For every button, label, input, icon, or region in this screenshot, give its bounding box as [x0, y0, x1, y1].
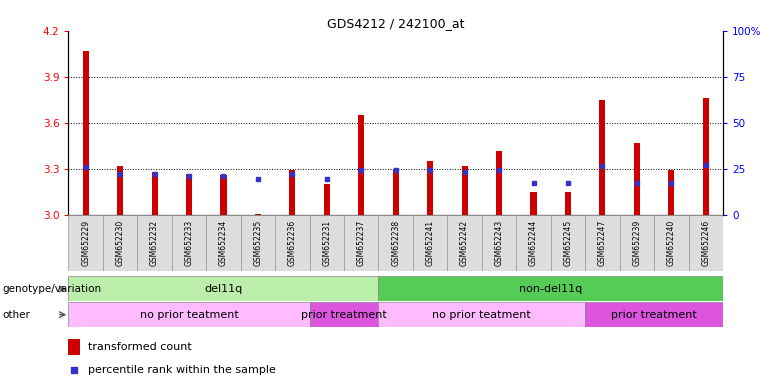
- Bar: [585, 302, 723, 327]
- Bar: [668, 170, 674, 215]
- Bar: [530, 192, 537, 215]
- Bar: [68, 339, 80, 355]
- Bar: [117, 166, 123, 215]
- Bar: [600, 100, 606, 215]
- Text: GSM652239: GSM652239: [632, 220, 642, 266]
- Text: transformed count: transformed count: [88, 342, 192, 352]
- Bar: [289, 170, 295, 215]
- Text: del11q: del11q: [205, 284, 243, 294]
- Text: non-del11q: non-del11q: [519, 284, 582, 294]
- FancyBboxPatch shape: [240, 215, 275, 271]
- Text: GSM652242: GSM652242: [460, 220, 469, 266]
- Text: genotype/variation: genotype/variation: [2, 284, 101, 294]
- Text: prior treatment: prior treatment: [301, 310, 387, 320]
- Text: GSM652238: GSM652238: [391, 220, 400, 266]
- Text: GSM652237: GSM652237: [357, 220, 366, 266]
- Text: GSM652230: GSM652230: [116, 220, 125, 266]
- Bar: [393, 169, 399, 215]
- Text: GSM652236: GSM652236: [288, 220, 297, 266]
- Text: GSM652234: GSM652234: [219, 220, 228, 266]
- FancyBboxPatch shape: [138, 215, 172, 271]
- FancyBboxPatch shape: [378, 215, 413, 271]
- Bar: [634, 143, 640, 215]
- FancyBboxPatch shape: [206, 215, 240, 271]
- FancyBboxPatch shape: [551, 215, 585, 271]
- Bar: [68, 302, 310, 327]
- Text: GSM652240: GSM652240: [667, 220, 676, 266]
- FancyBboxPatch shape: [585, 215, 619, 271]
- FancyBboxPatch shape: [482, 215, 516, 271]
- Bar: [378, 302, 585, 327]
- Text: no prior teatment: no prior teatment: [432, 310, 531, 320]
- Text: GSM652247: GSM652247: [598, 220, 607, 266]
- FancyBboxPatch shape: [413, 215, 447, 271]
- Bar: [358, 115, 365, 215]
- FancyBboxPatch shape: [516, 215, 551, 271]
- Text: no prior teatment: no prior teatment: [140, 310, 238, 320]
- Text: GSM652231: GSM652231: [323, 220, 331, 266]
- FancyBboxPatch shape: [447, 215, 482, 271]
- Text: percentile rank within the sample: percentile rank within the sample: [88, 365, 276, 375]
- Bar: [221, 175, 227, 215]
- FancyBboxPatch shape: [689, 215, 723, 271]
- Text: GSM652233: GSM652233: [185, 220, 193, 266]
- Bar: [378, 276, 723, 301]
- Text: other: other: [2, 310, 30, 320]
- Bar: [186, 174, 192, 215]
- Bar: [255, 214, 261, 215]
- Bar: [461, 166, 468, 215]
- FancyBboxPatch shape: [103, 215, 138, 271]
- FancyBboxPatch shape: [68, 215, 103, 271]
- Bar: [83, 51, 89, 215]
- Text: GSM652235: GSM652235: [253, 220, 263, 266]
- FancyBboxPatch shape: [619, 215, 654, 271]
- FancyBboxPatch shape: [172, 215, 206, 271]
- Bar: [310, 302, 378, 327]
- FancyBboxPatch shape: [310, 215, 344, 271]
- Bar: [68, 276, 378, 301]
- Bar: [565, 192, 571, 215]
- Bar: [323, 184, 330, 215]
- Bar: [151, 172, 158, 215]
- Bar: [496, 151, 502, 215]
- Text: GSM652229: GSM652229: [81, 220, 91, 266]
- Text: GSM652244: GSM652244: [529, 220, 538, 266]
- Text: GSM652241: GSM652241: [425, 220, 435, 266]
- Text: GSM652246: GSM652246: [701, 220, 710, 266]
- Text: GSM652245: GSM652245: [563, 220, 572, 266]
- Title: GDS4212 / 242100_at: GDS4212 / 242100_at: [327, 17, 464, 30]
- Text: GSM652232: GSM652232: [150, 220, 159, 266]
- Text: prior treatment: prior treatment: [611, 310, 697, 320]
- FancyBboxPatch shape: [344, 215, 378, 271]
- Text: GSM652243: GSM652243: [495, 220, 504, 266]
- FancyBboxPatch shape: [654, 215, 689, 271]
- Bar: [427, 161, 433, 215]
- FancyBboxPatch shape: [275, 215, 310, 271]
- Bar: [702, 98, 708, 215]
